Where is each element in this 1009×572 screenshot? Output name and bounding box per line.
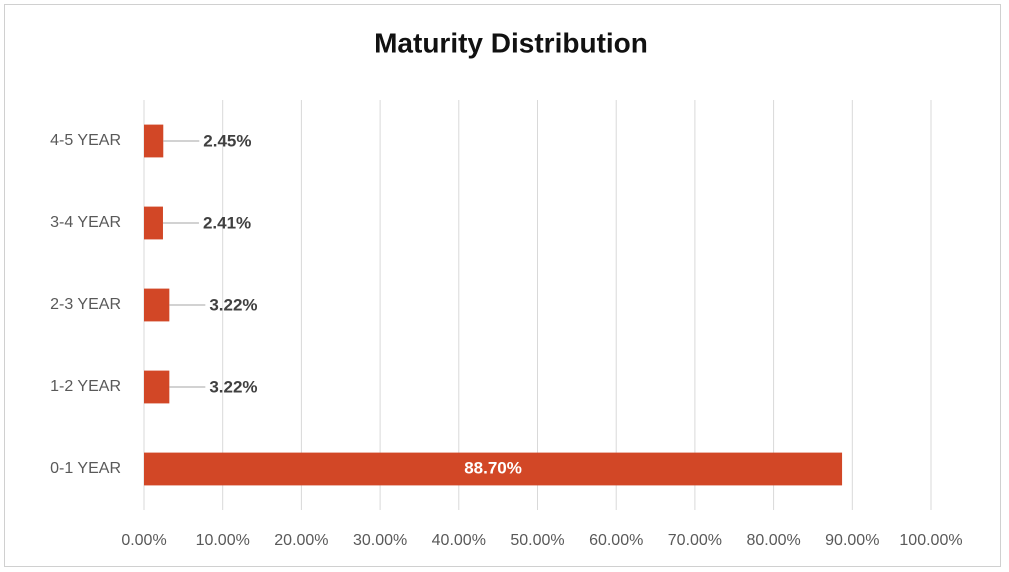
x-tick-label: 80.00% <box>746 532 800 549</box>
x-tick-label: 50.00% <box>510 532 564 549</box>
bar <box>144 124 164 158</box>
bar <box>144 452 843 486</box>
y-tick-label: 0-1 YEAR <box>50 460 121 477</box>
value-label: 2.41% <box>203 213 251 232</box>
y-tick-label: 4-5 YEAR <box>50 132 121 149</box>
value-label: 3.22% <box>209 377 257 396</box>
chart-title: Maturity Distribution <box>374 27 648 58</box>
x-tick-label: 60.00% <box>589 532 643 549</box>
value-label: 88.70% <box>464 458 522 477</box>
y-tick-label: 2-3 YEAR <box>50 296 121 313</box>
bar <box>144 288 170 322</box>
x-tick-label: 40.00% <box>432 532 486 549</box>
x-tick-label: 0.00% <box>121 532 166 549</box>
x-tick-label: 30.00% <box>353 532 407 549</box>
x-tick-label: 100.00% <box>899 532 962 549</box>
x-tick-label: 70.00% <box>668 532 722 549</box>
y-tick-label: 1-2 YEAR <box>50 378 121 395</box>
bar <box>144 206 163 240</box>
x-tick-label: 20.00% <box>274 532 328 549</box>
x-tick-label: 90.00% <box>825 532 879 549</box>
x-tick-label: 10.00% <box>196 532 250 549</box>
value-label: 3.22% <box>209 295 257 314</box>
bar <box>144 370 170 404</box>
y-tick-label: 3-4 YEAR <box>50 214 121 231</box>
value-label: 2.45% <box>203 131 251 150</box>
